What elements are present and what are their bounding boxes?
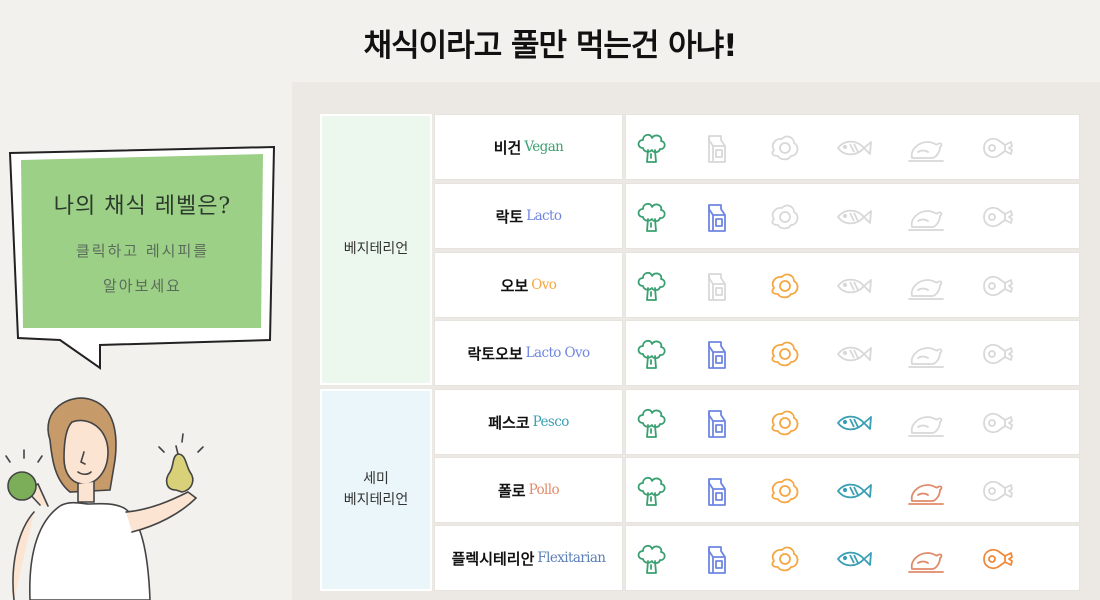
egg-icon xyxy=(764,471,804,511)
chicken-icon xyxy=(906,128,946,168)
egg-icon xyxy=(764,128,804,168)
chicken-icon xyxy=(906,539,946,579)
level-foods-cell[interactable] xyxy=(625,183,1080,249)
level-name-ko: 락토 xyxy=(495,207,524,226)
fish-icon xyxy=(834,266,874,306)
broccoli-icon xyxy=(631,266,671,306)
speech-bubble-shape xyxy=(8,145,276,370)
broccoli-icon xyxy=(631,471,671,511)
page-title: 채식이라고 풀만 먹는건 아냐! xyxy=(363,28,738,64)
level-name-ko: 폴로 xyxy=(497,481,526,500)
fish-icon xyxy=(834,471,874,511)
level-foods-cell[interactable] xyxy=(625,525,1080,591)
chicken-icon xyxy=(906,471,946,511)
level-name-en: Vegan xyxy=(524,139,564,155)
egg-icon xyxy=(764,266,804,306)
meat-icon xyxy=(978,334,1018,374)
level-name-ko: 오보 xyxy=(500,276,529,295)
level-name-cell[interactable]: 폴로 Pollo xyxy=(434,457,623,523)
level-name-ko: 플렉시테리안 xyxy=(451,549,535,568)
level-foods-cell[interactable] xyxy=(625,252,1080,318)
milk-carton-icon xyxy=(696,539,736,579)
group-vegetarian-label: 베지테리언 xyxy=(343,241,409,257)
bubble-subtitle-line-2: 알아보세요 xyxy=(102,277,182,295)
meat-icon xyxy=(978,197,1018,237)
level-name-en: Pesco xyxy=(532,414,570,430)
level-name-en: Lacto Ovo xyxy=(525,345,590,361)
level-foods-cell[interactable] xyxy=(625,320,1080,386)
level-name-en: Flexitarian xyxy=(537,550,606,566)
egg-icon xyxy=(764,539,804,579)
meat-icon xyxy=(978,539,1018,579)
meat-icon xyxy=(978,403,1018,443)
chicken-icon xyxy=(906,334,946,374)
group-semi-vegetarian: 세미 베지테리언 xyxy=(320,389,432,591)
milk-carton-icon xyxy=(696,128,736,168)
chicken-icon xyxy=(906,197,946,237)
milk-carton-icon xyxy=(696,334,736,374)
level-name-cell[interactable]: 플렉시테리안 Flexitarian xyxy=(434,525,623,591)
chicken-icon xyxy=(906,266,946,306)
broccoli-icon xyxy=(631,128,671,168)
level-name-cell[interactable]: 비건 Vegan xyxy=(434,114,623,180)
level-name-en: Pollo xyxy=(528,482,560,498)
egg-icon xyxy=(764,334,804,374)
level-foods-cell[interactable] xyxy=(625,457,1080,523)
fish-icon xyxy=(834,128,874,168)
fish-icon xyxy=(834,334,874,374)
broccoli-icon xyxy=(631,539,671,579)
egg-icon xyxy=(764,197,804,237)
broccoli-icon xyxy=(631,197,671,237)
bubble-fill xyxy=(21,154,263,328)
level-name-cell[interactable]: 락토오보 Lacto Ovo xyxy=(434,320,623,386)
bubble-subtitle: 클릭하고 레시피를 알아보세요 xyxy=(20,234,265,304)
milk-carton-icon xyxy=(696,471,736,511)
woman-illustration xyxy=(5,397,204,600)
broccoli-icon xyxy=(631,334,671,374)
level-foods-cell[interactable] xyxy=(625,389,1080,455)
chicken-icon xyxy=(906,403,946,443)
level-foods-cell[interactable] xyxy=(625,114,1080,180)
level-name-ko: 페스코 xyxy=(488,413,530,432)
level-quiz-bubble[interactable]: 나의 채식 레벨은? 클릭하고 레시피를 알아보세요 xyxy=(0,140,285,380)
bubble-title: 나의 채식 레벨은? xyxy=(53,194,232,219)
fish-icon xyxy=(834,539,874,579)
group-semi-label-line-1: 세미 xyxy=(363,471,389,487)
level-name-cell[interactable]: 페스코 Pesco xyxy=(434,389,623,455)
meat-icon xyxy=(978,128,1018,168)
broccoli-icon xyxy=(631,403,671,443)
milk-carton-icon xyxy=(696,197,736,237)
fish-icon xyxy=(834,197,874,237)
meat-icon xyxy=(978,471,1018,511)
egg-icon xyxy=(764,403,804,443)
group-semi-label-line-2: 베지테리언 xyxy=(343,492,409,508)
milk-carton-icon xyxy=(696,403,736,443)
milk-carton-icon xyxy=(696,266,736,306)
level-name-ko: 비건 xyxy=(493,138,522,157)
group-vegetarian: 베지테리언 xyxy=(320,114,432,385)
level-name-cell[interactable]: 오보 Ovo xyxy=(434,252,623,318)
bubble-subtitle-line-1: 클릭하고 레시피를 xyxy=(75,242,210,260)
meat-icon xyxy=(978,266,1018,306)
level-name-cell[interactable]: 락토 Lacto xyxy=(434,183,623,249)
fish-icon xyxy=(834,403,874,443)
level-name-en: Lacto xyxy=(526,208,562,224)
level-name-ko: 락토오보 xyxy=(467,344,523,363)
level-name-en: Ovo xyxy=(531,277,557,293)
